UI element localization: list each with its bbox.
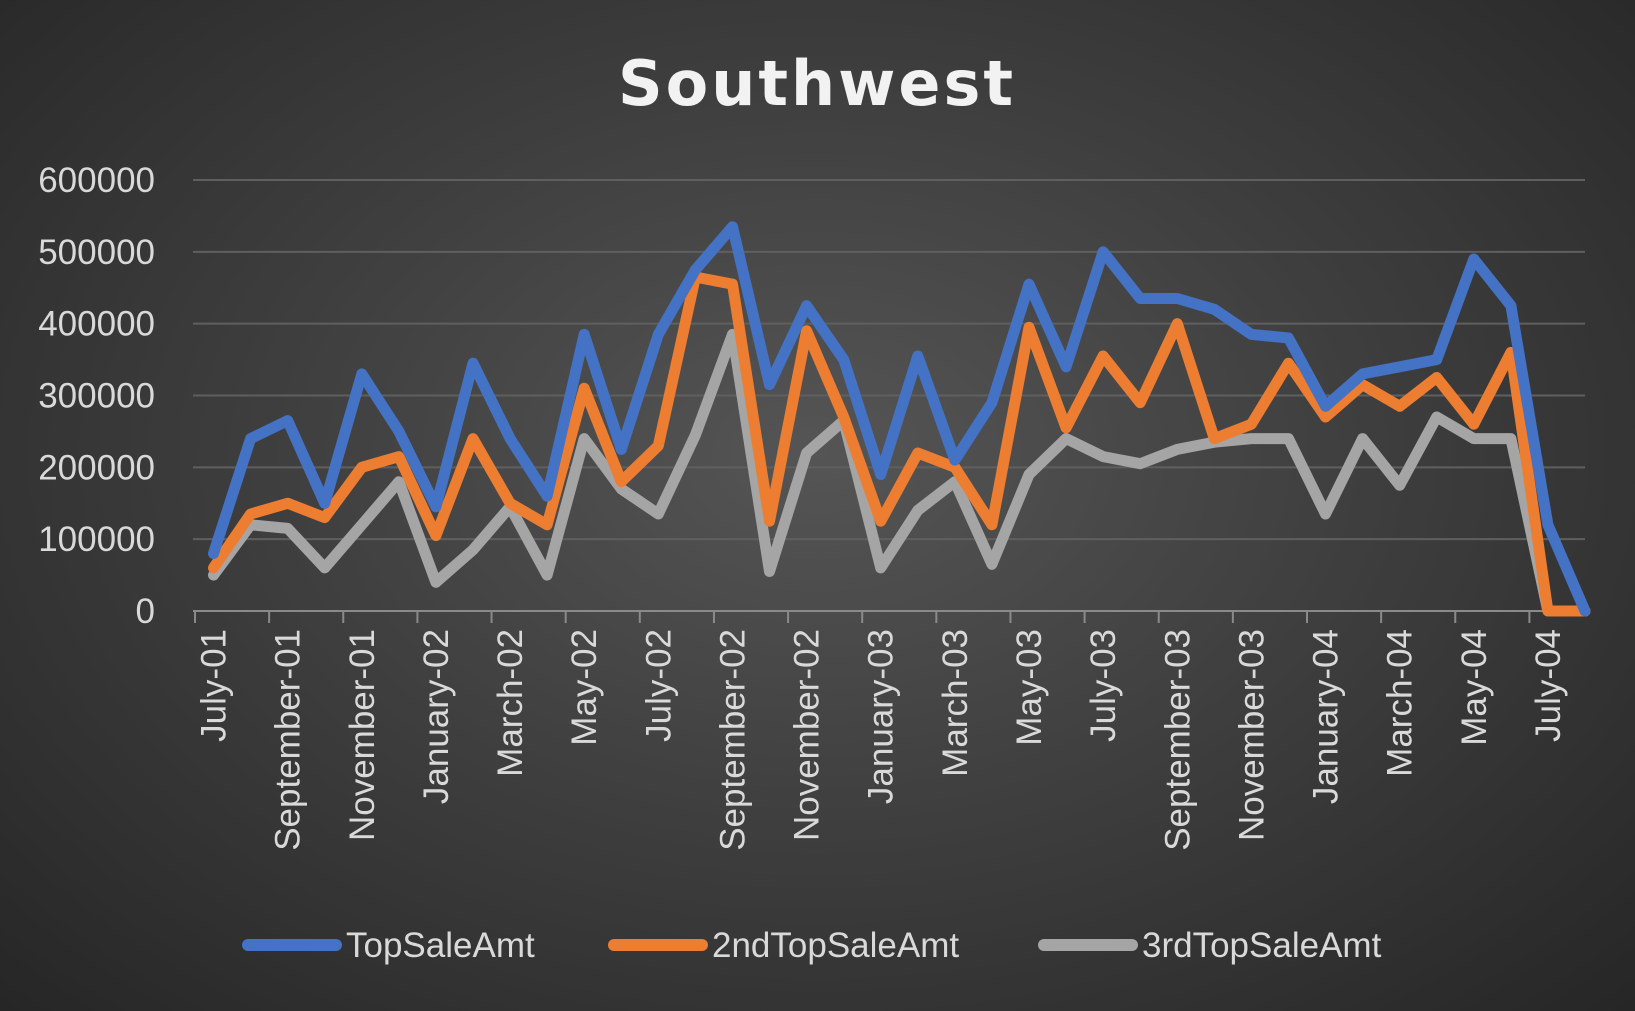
series-line-3rdTopSaleAmt bbox=[208, 328, 1591, 617]
y-tick-label: 200000 bbox=[38, 448, 155, 487]
x-tick-label: September-02 bbox=[713, 629, 752, 851]
x-tick-label: July-04 bbox=[1529, 629, 1568, 742]
legend-label: 3rdTopSaleAmt bbox=[1142, 926, 1382, 965]
x-axis: July-01 September-01 November-01 January-02… bbox=[193, 610, 1585, 851]
x-tick-label: July-03 bbox=[1084, 629, 1123, 742]
x-tick-label: May-03 bbox=[1010, 629, 1049, 746]
legend: TopSaleAmt 2ndTopSaleAmt 3rdTopSaleAmt bbox=[242, 926, 1382, 965]
x-tick-label: September-03 bbox=[1158, 629, 1197, 851]
series-line-2ndTopSaleAmt bbox=[208, 271, 1591, 617]
x-tick-label: July-02 bbox=[639, 629, 678, 742]
gridlines bbox=[193, 179, 1585, 541]
y-tick-label: 300000 bbox=[38, 377, 155, 416]
x-tick-label: March-03 bbox=[936, 629, 975, 777]
series-line-TopSaleAmt bbox=[208, 221, 1591, 617]
x-tick-label: May-02 bbox=[565, 629, 604, 746]
y-tick-label: 100000 bbox=[38, 520, 155, 559]
y-tick-label: 500000 bbox=[38, 233, 155, 272]
legend-label: TopSaleAmt bbox=[346, 926, 535, 965]
x-tick-label: March-02 bbox=[491, 629, 530, 777]
x-tick-label: January-04 bbox=[1307, 629, 1346, 804]
x-tick-label: May-04 bbox=[1455, 629, 1494, 746]
y-tick-label: 400000 bbox=[38, 305, 155, 344]
y-tick-label: 0 bbox=[136, 592, 155, 631]
chart-title: Southwest bbox=[618, 47, 1016, 120]
x-tick-label: March-04 bbox=[1381, 629, 1420, 777]
x-tick-label: July-01 bbox=[195, 629, 234, 742]
x-tick-label: November-02 bbox=[788, 629, 827, 841]
x-tick-label: November-03 bbox=[1232, 629, 1271, 841]
x-tick-label: January-03 bbox=[862, 629, 901, 804]
x-tick-label: November-01 bbox=[343, 629, 382, 841]
series-lines bbox=[208, 221, 1591, 617]
x-tick-label: September-01 bbox=[269, 629, 308, 851]
y-axis: 0 100000 200000 300000 400000 500000 600000 bbox=[38, 161, 155, 631]
y-tick-label: 600000 bbox=[38, 161, 155, 200]
x-tick-label: January-02 bbox=[417, 629, 456, 804]
legend-label: 2ndTopSaleAmt bbox=[712, 926, 959, 965]
